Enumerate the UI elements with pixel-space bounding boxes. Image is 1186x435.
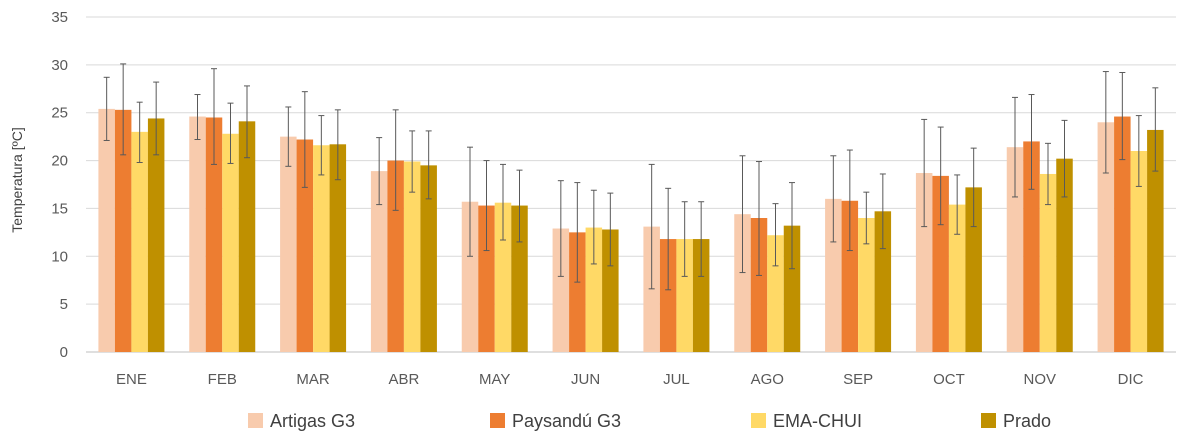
bar [1039, 173, 1057, 352]
legend-swatch [490, 413, 505, 428]
grid-lines [86, 16, 1176, 353]
bar [189, 116, 206, 353]
legend-label: Prado [1003, 411, 1051, 431]
bar [858, 218, 875, 352]
x-tick-label: MAY [479, 371, 510, 388]
legend-label: Artigas G3 [270, 411, 355, 431]
y-tick-label: 25 [51, 105, 68, 122]
bar [478, 205, 495, 352]
x-tick-label: JUN [571, 371, 600, 388]
legend-swatch [751, 413, 766, 428]
bar [147, 118, 165, 352]
bar [825, 198, 842, 352]
error-bars-group [103, 63, 1159, 291]
y-axis-label: Temperatura [ºC] [9, 127, 25, 233]
bar [403, 161, 421, 352]
legend-label: EMA-CHUI [773, 411, 862, 431]
y-tick-label: 30 [51, 57, 68, 74]
bar [602, 229, 619, 352]
x-tick-label: ENE [116, 371, 147, 388]
bar [874, 211, 892, 352]
bar [783, 225, 801, 352]
y-axis-ticks: 0 5 10 15 20 25 30 35 [51, 9, 68, 361]
bar [131, 131, 148, 352]
bar [1097, 122, 1115, 353]
bars-group [98, 108, 1164, 353]
x-tick-label: SEP [843, 371, 873, 388]
bar [1147, 129, 1164, 352]
x-tick-label: NOV [1023, 371, 1056, 388]
y-tick-label: 5 [60, 296, 68, 313]
bar [205, 117, 223, 352]
bar [932, 175, 949, 352]
bar [767, 235, 784, 352]
bar [114, 109, 132, 352]
bar [1023, 141, 1040, 352]
legend-swatch [248, 413, 263, 428]
y-tick-label: 0 [60, 344, 68, 361]
bar [750, 218, 768, 352]
legend-label: Paysandú G3 [512, 411, 621, 431]
legend-swatch [981, 413, 996, 428]
bar [1114, 116, 1131, 353]
x-tick-label: FEB [208, 371, 237, 388]
legend: Artigas G3 Paysandú G3 EMA-CHUI Prado [248, 411, 1051, 431]
x-axis-ticks: ENE FEB MAR ABR MAY JUN JUL AGO SEP OCT NOV DIC [116, 371, 1144, 388]
x-tick-label: DIC [1118, 371, 1144, 388]
bar [1056, 158, 1073, 352]
bar [370, 171, 388, 352]
y-tick-label: 35 [51, 9, 68, 26]
bar [965, 187, 982, 352]
bar [98, 108, 115, 352]
bar [915, 173, 933, 352]
y-tick-label: 15 [51, 200, 68, 217]
bar [948, 204, 966, 352]
bar [569, 232, 586, 352]
bar [1130, 151, 1148, 352]
bar [841, 200, 859, 352]
bar [238, 121, 256, 352]
bar [494, 202, 512, 352]
bar [585, 227, 603, 352]
y-tick-label: 20 [51, 153, 68, 170]
bar [420, 165, 437, 352]
bar [692, 239, 710, 352]
bar [280, 136, 297, 352]
bar [552, 228, 570, 352]
bar [676, 239, 693, 352]
x-tick-label: JUL [663, 371, 690, 388]
x-tick-label: AGO [751, 371, 784, 388]
bar [734, 214, 751, 352]
bar [313, 145, 330, 352]
bar [222, 133, 239, 352]
bar [329, 144, 347, 352]
x-tick-label: ABR [388, 371, 419, 388]
bar [511, 205, 528, 352]
bar [461, 201, 479, 352]
y-tick-label: 10 [51, 248, 68, 265]
bar [387, 160, 404, 352]
bar [659, 239, 677, 352]
bar [296, 139, 314, 352]
bar [1006, 147, 1024, 352]
x-tick-label: OCT [933, 371, 965, 388]
x-tick-label: MAR [296, 371, 330, 388]
